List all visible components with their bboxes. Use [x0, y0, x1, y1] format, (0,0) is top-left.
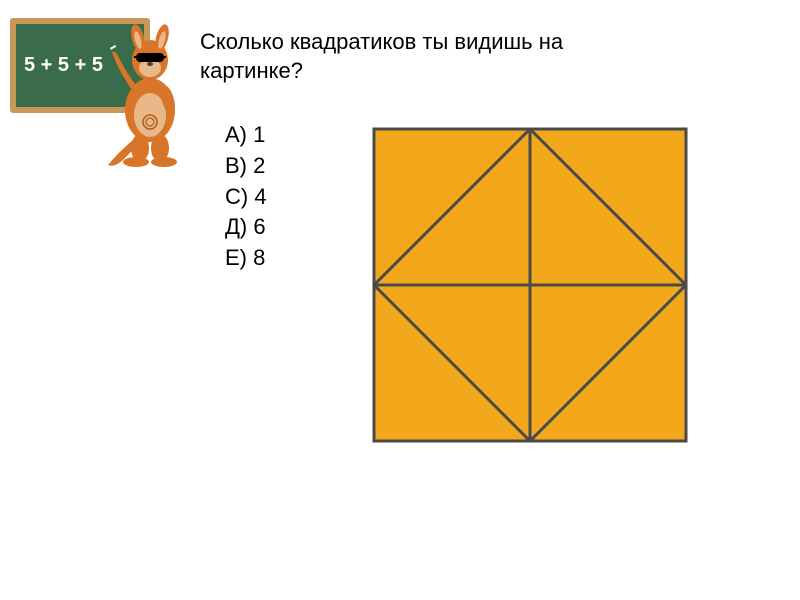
answer-b: В) 2	[225, 151, 267, 182]
question-line-1: Сколько квадратиков ты видишь на	[200, 29, 563, 54]
answer-c: С) 4	[225, 182, 267, 213]
chalkboard-equation: 5 + 5 + 5	[24, 54, 103, 77]
answer-e: Е) 8	[225, 243, 267, 274]
answer-d: Д) 6	[225, 212, 267, 243]
question-text: Сколько квадратиков ты видишь на картинк…	[200, 28, 650, 85]
answer-a: А) 1	[225, 120, 267, 151]
kangaroo-illustration	[100, 20, 190, 170]
squares-puzzle-diagram	[370, 125, 690, 445]
answer-options: А) 1 В) 2 С) 4 Д) 6 Е) 8	[225, 120, 267, 274]
question-line-2: картинке?	[200, 58, 303, 83]
